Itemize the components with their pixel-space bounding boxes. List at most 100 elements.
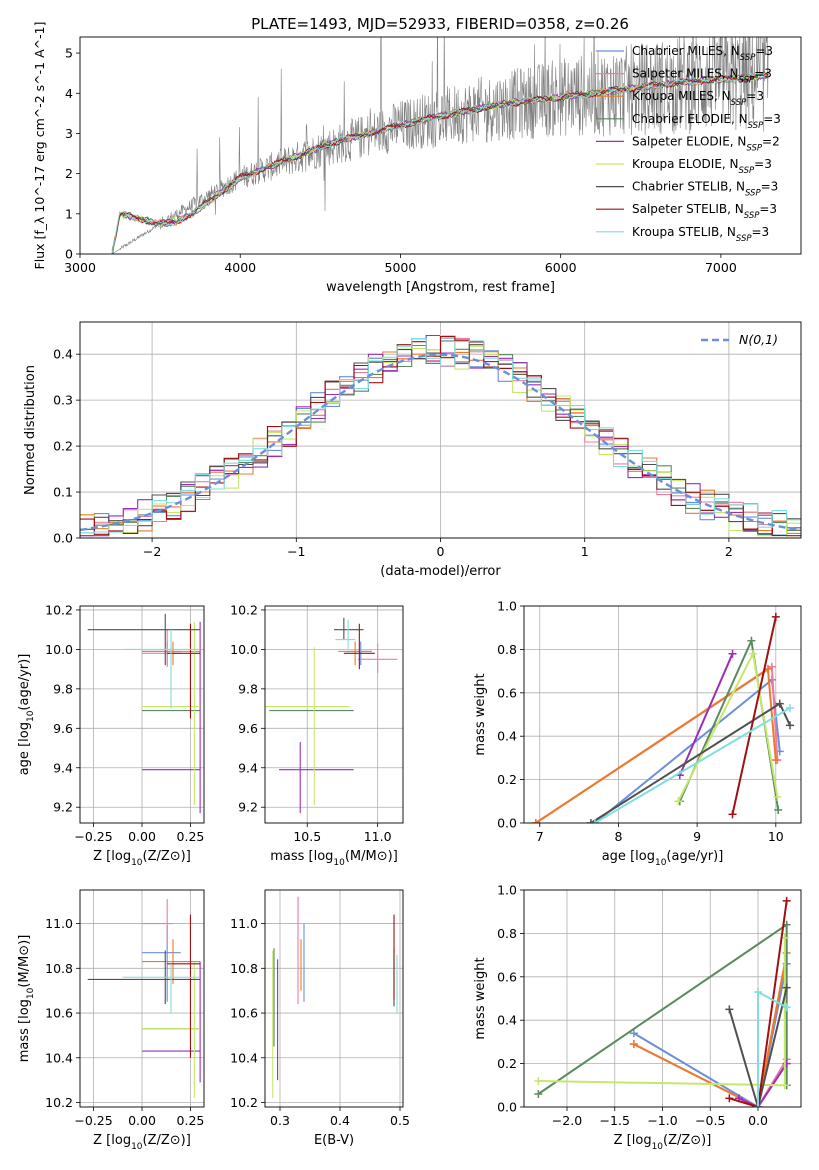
age_vs_mass-marks [265,617,398,814]
y-tick-label: 0 [65,247,73,262]
x-tick-label: −1.5 [600,1113,630,1128]
mass_vs_ebv-panel: 0.3 0.4 0.5 10.2 10.4 10.6 10.8 11.0 E(B-V) [230,889,410,1148]
weight_vs_Z-panel: −2.0 −1.5 −1.0 −0.5 0.0 0.0 0.2 0.4 0.6 0.8 1.0 Z [… [473,883,802,1152]
y-tick-label: 0.3 [53,393,73,408]
figure-title: PLATE=1493, MJD=52933, FIBERID=0358, z=0… [251,15,629,33]
y-tick-label: 1.0 [497,599,517,614]
y-tick-label: 1.0 [497,883,517,898]
x-tick-label: −0.25 [74,1113,112,1128]
x-tick-label: 8 [614,829,622,844]
weight-series-salpeter_miles [531,662,782,823]
y-tick-label: 10.2 [45,602,73,617]
x-tick-label: −0.5 [695,1113,725,1128]
y-tick-label: 0.4 [497,729,517,744]
y-tick-label: 0.0 [497,1100,517,1115]
y-tick-label: 9.2 [53,800,73,815]
spectrum-panel: 3000 4000 5000 6000 7000 0 1 2 3 4 5 wavelength [An… [32,22,802,295]
errorbar-point-chabrier_stelib [334,617,364,640]
x-axis-label: age [log10(age/yr)] [602,849,724,868]
errorbar-point-chabrier_stelib [87,613,201,666]
legend-entry: Kroupa ELODIE, NSSP=3 [632,157,772,176]
x-tick-label: −2.0 [552,1113,582,1128]
y-tick-label: 10.4 [230,1050,258,1065]
x-tick-label: 3000 [64,260,96,275]
x-tick-label: 0 [437,544,445,559]
x-tick-label: 10.5 [293,829,321,844]
y-tick-label: 0.2 [497,772,517,787]
errorbar-point-salpeter_stelib [167,914,201,1058]
x-axis-label: Z [log10(Z/Z⊙)] [93,849,191,868]
axes-frame [79,321,802,539]
y-tick-label: 9.6 [238,721,258,736]
y-tick-label: 0.2 [497,1056,517,1071]
y-tick-label: 10.8 [45,961,73,976]
mass_vs_Z-panel: −0.25 0.00 0.25 10.2 10.4 10.6 10.8 11.0 Z [log1… [17,889,205,1152]
y-tick-label: 9.4 [53,760,73,775]
weight-series-kroupa_stelib [754,987,791,1107]
x-tick-label: −1.0 [647,1113,677,1128]
errorbar-point-salpeter_elodie [279,742,354,814]
residual_histogram-marks [80,334,801,537]
x-tick-label: 0.3 [270,1113,290,1128]
y-axis-label: mass weight [473,957,488,1039]
gaussian-reference-line [80,353,801,532]
x-tick-label: 7 [536,829,544,844]
mass_vs_ebv-marks [272,896,398,1099]
y-tick-label: 10.6 [45,1006,73,1021]
x-axis-label: E(B-V) [314,1133,354,1148]
errorbar-point-salpeter_stelib [167,623,201,719]
x-tick-label: 0.0 [748,1113,768,1128]
weight_vs_age-panel: 7 8 9 10 0.0 0.2 0.4 0.6 0.8 1.0 age [log10(age/yr… [473,599,802,868]
axes-frame [79,36,802,255]
weight-series-kroupa_elodie [674,649,782,806]
errorbar-point-salpeter_stelib [343,623,375,670]
x-tick-label: 7000 [705,260,737,275]
mass_vs_Z-marks [87,898,201,1099]
y-axis-label: age [log10(age/yr)] [17,654,36,776]
x-axis-label: Z [log10(Z/Z⊙)] [614,1133,712,1152]
errorbar-point-salpeter_miles [142,898,173,946]
weight-series-salpeter_stelib [728,612,780,819]
errorbar-point-salpeter_miles [142,629,181,668]
spectrum-marks [111,37,769,254]
x-tick-label: 10 [768,829,784,844]
x-tick-label: 4000 [224,260,256,275]
weight-series-kroupa_miles [531,664,780,823]
x-tick-label: 0.25 [177,1113,205,1128]
y-tick-label: 0.6 [497,685,517,700]
axes-frame [523,605,802,824]
y-tick-label: 10.2 [230,602,258,617]
y-tick-label: 2 [65,166,73,181]
y-tick-label: 0.0 [53,531,73,546]
observed-spectrum-line [111,37,769,254]
x-axis-label: (data-model)/error [380,564,501,579]
errorbar-point-kroupa_stelib [335,619,356,650]
errorbar-point-salpeter_miles [357,643,398,674]
y-tick-label: 9.4 [238,760,258,775]
y-tick-label: 10.0 [45,642,73,657]
axes-frame [79,889,205,1108]
x-tick-label: 5000 [385,260,417,275]
age_vs_Z-panel: −0.25 0.00 0.25 9.2 9.4 9.6 9.8 10.0 10.2 Z [log1… [17,602,205,868]
y-tick-label: 10.8 [230,961,258,976]
y-axis-label: Normed distribution [23,365,38,495]
legend-entry: Kroupa STELIB, NSSP=3 [632,225,769,244]
age_vs_Z-marks [87,613,201,814]
legend-entry: Chabrier ELODIE, NSSP=3 [632,112,781,131]
y-tick-label: 9.2 [238,800,258,815]
x-tick-label: 6000 [545,260,577,275]
axes-frame [523,889,802,1108]
errorbar-point-kroupa_elodie [265,647,350,806]
x-tick-label: 0.25 [177,829,205,844]
y-axis-label: Flux [f_λ 10^-17 erg cm^-2 s^-1 A^-1] [32,22,47,270]
model-line-chabrier_stelib [112,71,769,254]
legend-entry: N(0,1) [739,332,778,347]
x-tick-label: 11.0 [364,829,392,844]
x-tick-label: −2 [143,544,161,559]
y-tick-label: 9.8 [238,681,258,696]
y-tick-label: 0.8 [497,642,517,657]
panels: 3000 4000 5000 6000 7000 0 1 2 3 4 5 wavelength [An… [17,22,802,1152]
y-tick-label: 0.2 [53,439,73,454]
y-tick-label: 10.0 [230,642,258,657]
